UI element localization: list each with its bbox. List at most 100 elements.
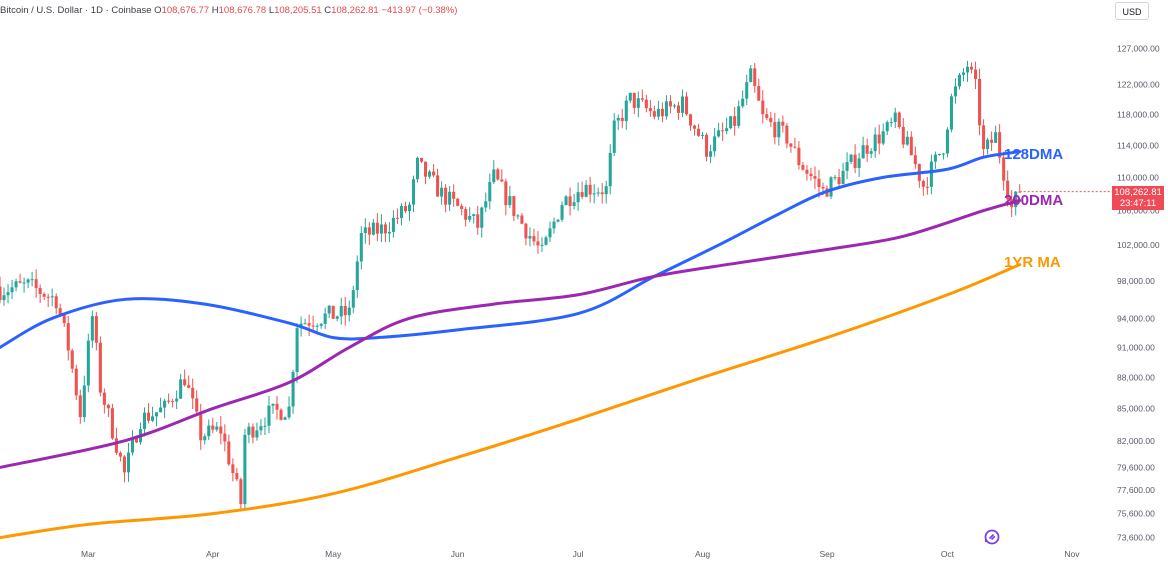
candle-down [395,217,399,219]
candle-down [456,198,460,206]
candle-up [741,98,745,107]
candle-down [990,139,994,143]
candle-down [913,155,917,165]
candle-up [271,403,275,406]
candle-up [941,153,945,155]
candle-down [644,99,648,109]
candle-down [496,169,500,180]
candle-down [676,105,680,113]
candle-up [247,426,251,435]
candle-down [18,281,22,283]
change-value: −413.97 (−0.38%) [381,5,458,16]
candle-up [624,100,628,122]
candle-up [829,177,833,197]
candle-down [817,178,821,187]
candle-down [187,385,191,388]
candle-up [151,416,155,421]
candle-down [600,192,604,195]
candle-down [648,108,652,112]
candle-down [769,117,773,123]
candle-down [183,379,187,386]
candle-up [267,405,271,426]
symbol-name[interactable]: Bitcoin / U.S. Dollar · 1D · Coinbase [0,5,152,16]
symbol-header: Bitcoin / U.S. Dollar · 1D · Coinbase O1… [0,5,457,16]
candle-up [90,316,94,341]
candle-down [375,222,379,234]
ma200-label: 200DMA [1004,192,1064,209]
candle-up [363,227,367,234]
candle-down [171,400,175,402]
candle-down [167,400,171,402]
x-tick-label: Aug [695,549,710,559]
x-tick-label: Apr [206,549,219,559]
candle-up [833,177,837,179]
candle-up [371,222,375,235]
candle-down [632,92,636,108]
candle-up [6,292,10,296]
candle-up [215,426,219,430]
candle-down [444,187,448,205]
candle-up [672,105,676,107]
candle-down [251,426,255,438]
candle-up [608,152,612,187]
candle-up [10,287,14,293]
candle-down [383,224,387,234]
last-price: 108,262.81 [1114,187,1162,198]
candle-up [86,340,90,386]
open-value: 108,676.77 [161,5,210,16]
candle-down [921,180,925,187]
candle-down [98,342,102,393]
candle-down [797,147,801,166]
candle-down [106,404,110,409]
candle-down [785,125,789,144]
y-tick-label: 73,600.00 [1117,533,1155,543]
candle-down [568,196,572,207]
candle-down [476,214,480,228]
candle-up [745,82,749,99]
candle-down [805,169,809,174]
candle-up [415,157,420,180]
x-tick-label: Oct [941,549,955,559]
candle-down [231,464,235,474]
ma1y-line [0,263,1022,540]
candle-up [564,196,568,206]
candle-down [978,78,982,126]
candle-down [460,205,464,210]
low-label: L [268,5,275,16]
candle-up [929,161,933,187]
last-price-tag: 108,262.81 23:47:11 [1112,186,1164,210]
y-tick-label: 127,000.00 [1117,44,1160,54]
ma200-line [0,198,1022,469]
y-tick-label: 122,000.00 [1117,80,1160,90]
candle-down [195,398,199,412]
candle-up [845,162,849,171]
candle-up [709,151,713,157]
y-tick-label: 75,600.00 [1117,509,1155,519]
candle-down [311,325,315,327]
candle-up [379,224,383,234]
candle-up [411,179,416,205]
candle-down [697,128,701,136]
y-tick-label: 114,000.00 [1117,140,1159,150]
candle-up [399,206,403,219]
y-tick-label: 79,600.00 [1117,462,1155,472]
candle-up [1014,191,1018,208]
candle-down [211,425,215,430]
candle-up [953,86,957,97]
candle-up [861,145,865,159]
candle-down [110,408,114,439]
candle-up [717,130,721,137]
candle-down [909,136,913,156]
candle-down [660,108,664,117]
candle-down [809,173,813,177]
time-axis: Mar Apr May Jun Jul Aug Sep Oct Nov [81,549,1080,559]
candle-down [191,387,195,399]
low-value: 108,205.51 [274,5,322,16]
candle-up [889,122,893,124]
x-tick-label: May [325,549,342,559]
candle-down [403,206,407,212]
candle-down [279,409,283,420]
currency-button[interactable]: USD [1115,2,1149,20]
candle-up [26,279,30,283]
